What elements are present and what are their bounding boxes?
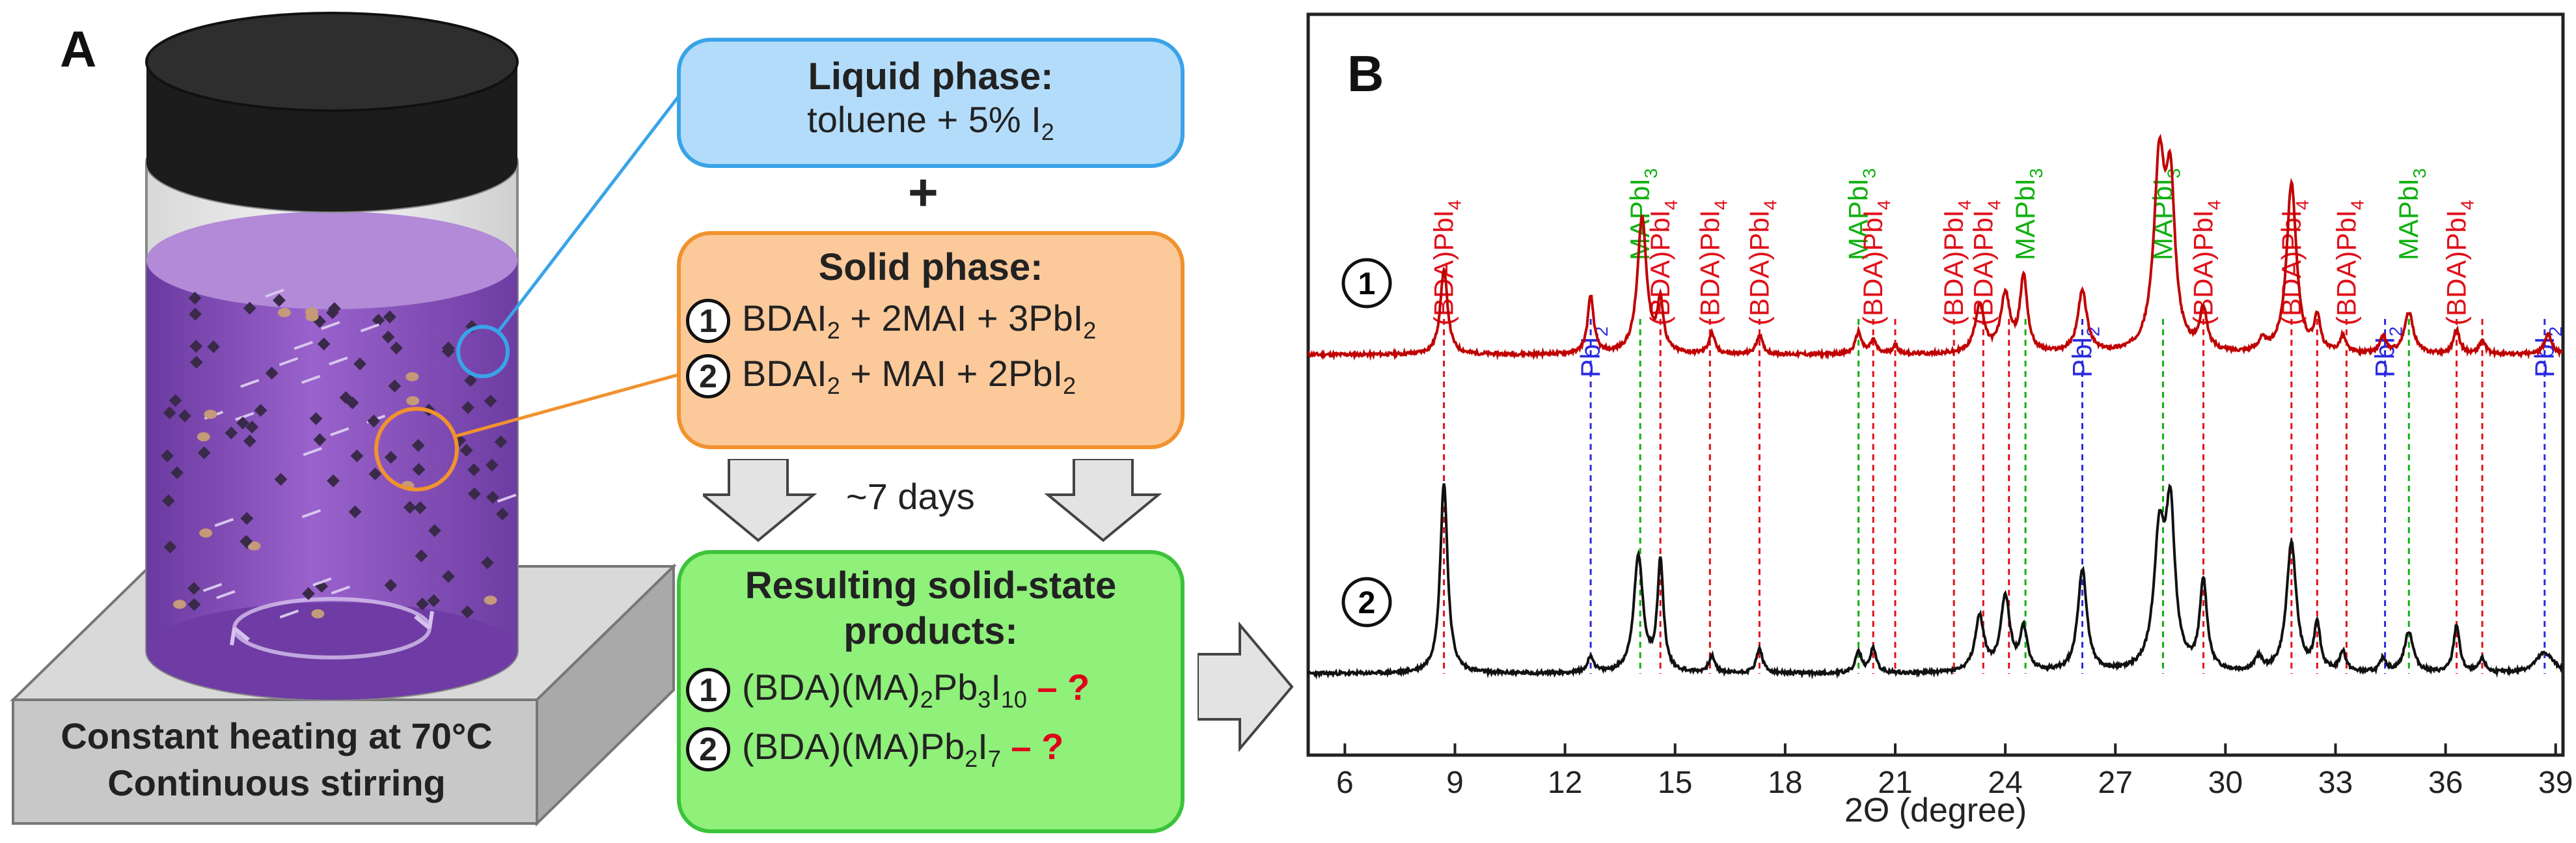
reaction-vessel-illustration (10, 12, 681, 827)
solid-callout-circle (374, 407, 459, 491)
series-2-label: 2 (1358, 586, 1376, 620)
down-arrow-right (1044, 459, 1162, 542)
x-tick-label: 39 (2538, 766, 2573, 800)
peak-label: PbI2 (2066, 326, 2103, 378)
panel-a-label: A (60, 20, 97, 77)
peak-label: (BDA)PbI4 (1744, 200, 1780, 325)
solid-phase-box: Solid phase: 1 BDAI2 + 2MAI + 3PbI2 2 BDAI… (677, 231, 1185, 449)
series-2-badge (1341, 577, 1392, 628)
caption-line-2: Continuous stirring (107, 762, 446, 803)
series-1-label: 1 (1358, 267, 1376, 301)
right-arrow (1198, 622, 1294, 752)
peak-label: (BDA)PbI4 (1857, 200, 1894, 325)
plot-frame (1306, 12, 2565, 757)
peak-label: MAPbI3 (1624, 168, 1661, 260)
x-tick-label: 9 (1446, 766, 1464, 800)
solid-phase-item-2: 2 BDAI2 + MAI + 2PbI2 (681, 352, 1181, 400)
x-tick-label: 18 (1768, 766, 1802, 800)
x-tick-label: 36 (2428, 766, 2463, 800)
liquid-phase-title: Liquid phase: (808, 55, 1054, 98)
liquid-callout-circle (456, 325, 510, 378)
series-2-line (1307, 483, 2564, 680)
peak-label: MAPbI3 (2393, 168, 2430, 260)
x-tick-label: 30 (2208, 766, 2243, 800)
peak-label: (BDA)PbI4 (2331, 200, 2367, 325)
liquid-phase-composition: toluene + 5% I2 (807, 99, 1054, 146)
x-tick-label: 15 (1658, 766, 1692, 800)
peak-label: MAPbI3 (1843, 168, 1880, 260)
duration-label: ~7 days (846, 476, 975, 517)
solid-phase-item-1: 1 BDAI2 + 2MAI + 3PbI2 (681, 297, 1181, 344)
peak-label: (BDA)PbI4 (1938, 200, 1975, 325)
heating-caption: Constant heating at 70°C Continuous stir… (20, 713, 534, 807)
x-tick-label: 12 (1548, 766, 1582, 800)
solid-phase-title: Solid phase: (818, 246, 1043, 288)
peak-label: (BDA)PbI4 (1967, 200, 2004, 325)
peak-label: (BDA)PbI4 (2441, 200, 2478, 325)
x-tick-label: 21 (1878, 766, 1912, 800)
process-arrows (703, 459, 1162, 542)
result-item-2: 2 (BDA)(MA)Pb2I7 – ? (681, 725, 1181, 773)
x-tick-label: 6 (1336, 766, 1354, 800)
peak-label: PbI2 (2370, 326, 2406, 378)
result-box: Resulting solid-state products: 1 (BDA)(M… (677, 550, 1185, 833)
panel-b-label: B (1347, 45, 1384, 102)
result-item-1: 1 (BDA)(MA)2Pb3I10 – ? (681, 666, 1181, 713)
plus-sign: + (908, 163, 939, 221)
series-1-line (1307, 133, 2564, 361)
result-title-2: products: (843, 610, 1018, 652)
peak-label: MAPbI3 (2010, 168, 2046, 260)
x-axis-label: 2Θ (degree) (1844, 792, 2027, 829)
down-arrow-left (703, 459, 817, 542)
peak-label: (BDA)PbI4 (1694, 200, 1731, 325)
x-tick-label: 24 (1988, 766, 2022, 800)
caption-line-1: Constant heating at 70°C (61, 715, 493, 756)
liquid-phase-box: Liquid phase: toluene + 5% I2 (677, 38, 1185, 168)
result-title-1: Resulting solid-state (745, 564, 1117, 607)
x-tick-label: 27 (2098, 766, 2133, 800)
x-tick-label: 33 (2318, 766, 2353, 800)
series-1-badge (1341, 258, 1392, 309)
